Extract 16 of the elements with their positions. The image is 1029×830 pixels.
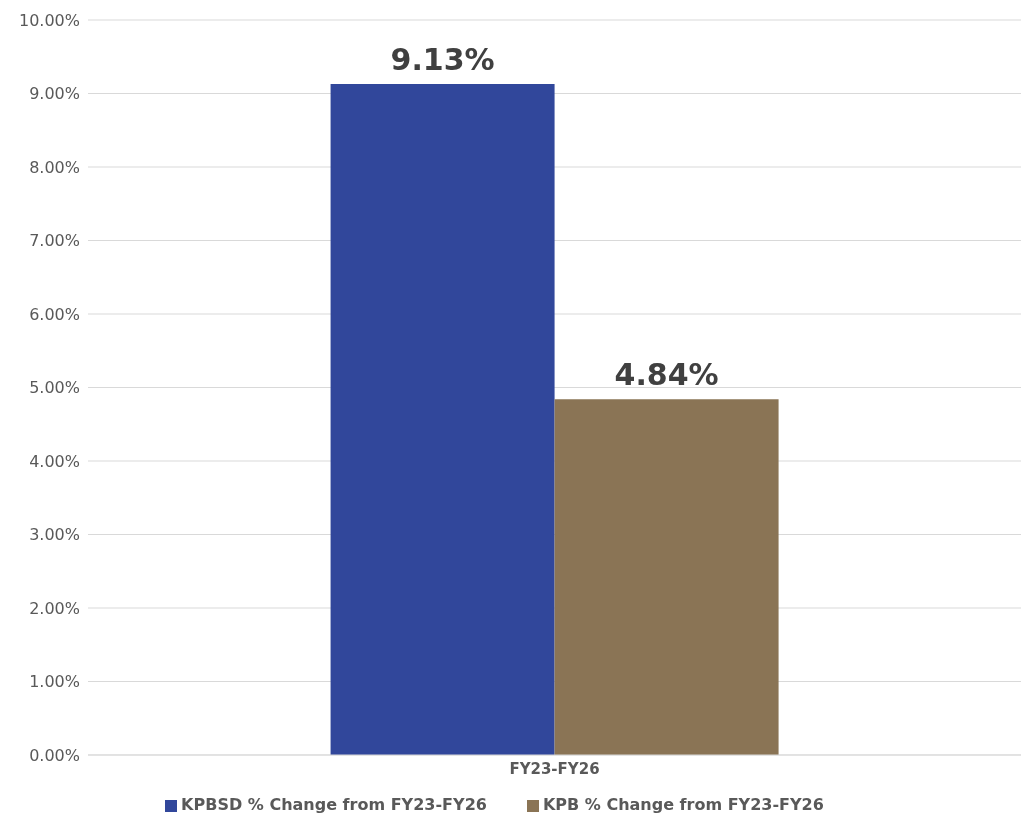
y-tick-label: 1.00% bbox=[29, 672, 80, 692]
y-tick-label: 8.00% bbox=[29, 157, 80, 177]
x-tick-label: FY23-FY26 bbox=[509, 759, 600, 778]
y-tick-label: 5.00% bbox=[29, 378, 80, 398]
y-tick-label: 6.00% bbox=[29, 304, 80, 324]
y-tick-label: 10.00% bbox=[18, 10, 80, 30]
y-tick-label: 3.00% bbox=[29, 525, 80, 545]
y-tick-label: 4.00% bbox=[29, 451, 80, 471]
y-tick-label: 7.00% bbox=[29, 231, 80, 251]
y-tick-label: 2.00% bbox=[29, 598, 80, 618]
y-tick-label: 9.00% bbox=[29, 84, 80, 104]
data-label: 4.84% bbox=[614, 357, 719, 393]
legend-label: KPBSD % Change from FY23-FY26 bbox=[181, 795, 487, 814]
data-label: 9.13% bbox=[390, 41, 495, 77]
legend-label: KPB % Change from FY23-FY26 bbox=[542, 795, 824, 814]
y-tick-label: 0.00% bbox=[29, 745, 80, 765]
